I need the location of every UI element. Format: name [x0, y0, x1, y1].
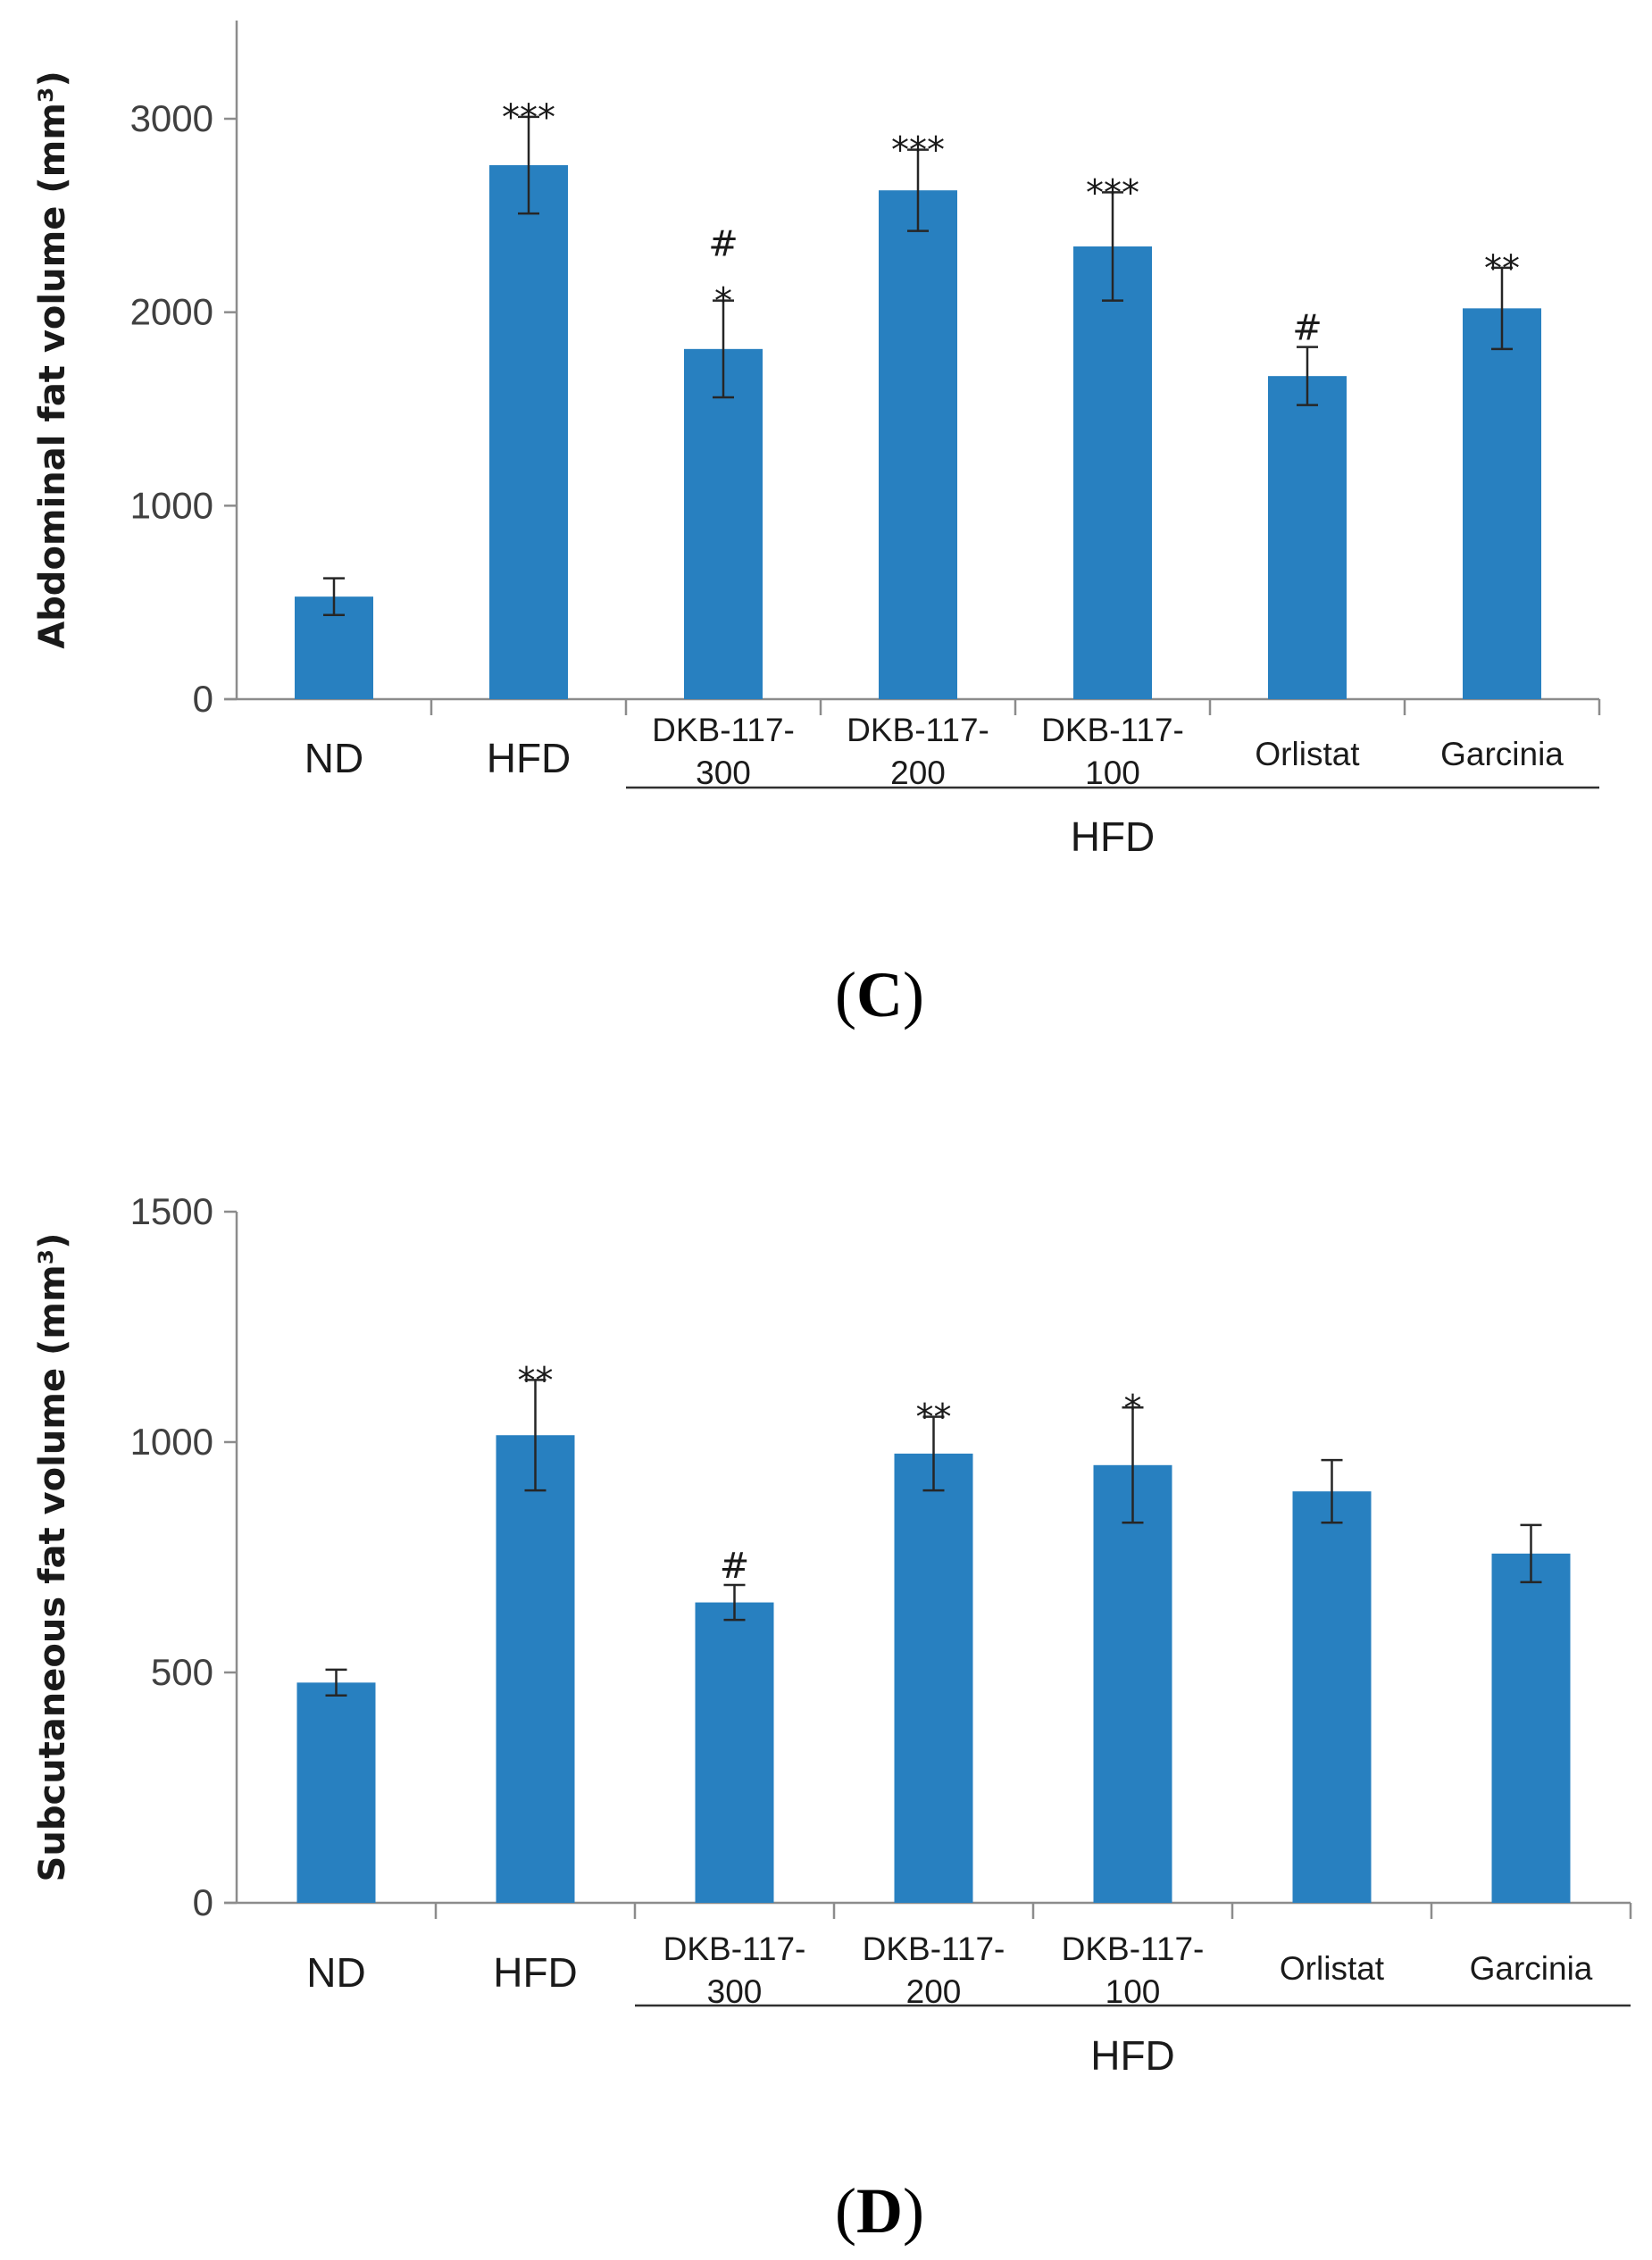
y-axis-title: Subcutaneous fat volume (mm³) — [32, 1233, 73, 1882]
y-tick-label: 0 — [193, 1881, 213, 1923]
significance-label-2: # — [720, 1546, 750, 1587]
category-label-0: ND — [306, 1949, 365, 1996]
category-label-3-line-0: DKB-117- — [863, 1931, 1005, 1967]
bar-2 — [695, 1602, 774, 1903]
category-label-2-line-0: DKB-117- — [663, 1931, 806, 1967]
bar-0 — [296, 1682, 376, 1903]
significance-label-2: * — [714, 281, 732, 322]
panel-label-letter: D — [856, 2175, 903, 2247]
category-label-2-line-0: DKB-117- — [652, 712, 795, 748]
bar-3 — [894, 1453, 973, 1903]
subcutaneous-fat-chart: 0 500 1000 1500 Subcutaneous fat volume (mm³… — [32, 1190, 1632, 2247]
category-label-5: Orlistat — [1280, 1950, 1385, 1987]
category-label-4-line-1: 100 — [1106, 1973, 1161, 2010]
bar-1 — [496, 1435, 575, 1903]
category-label-4-line-1: 100 — [1085, 755, 1140, 791]
panel-label-close: ) — [903, 959, 924, 1030]
panel-label-letter: C — [856, 959, 903, 1030]
bar-4 — [1093, 1464, 1172, 1903]
y-tick-label: 1500 — [130, 1190, 213, 1232]
y-tick-label: 1000 — [130, 1421, 213, 1463]
abdominal-fat-chart: 0 1000 2000 3000 Abdominal fat volume (mm³) N… — [32, 21, 1601, 1030]
category-label-4-line-0: DKB-117- — [1062, 1931, 1205, 1967]
panel-label-open: ( — [835, 959, 856, 1030]
category-label-6: Garcinia — [1440, 736, 1564, 772]
significance-label-2: # — [708, 224, 738, 265]
significance-label-4: * — [1124, 1388, 1142, 1429]
group-label: HFD — [1071, 813, 1156, 860]
bar-1 — [489, 165, 568, 699]
group-label: HFD — [1090, 2032, 1175, 2079]
significance-label-5: # — [1292, 308, 1322, 349]
bar-6 — [1463, 308, 1541, 699]
category-label-4-line-0: DKB-117- — [1041, 712, 1184, 748]
bar-2 — [684, 348, 763, 699]
panel-label-open: ( — [835, 2175, 856, 2247]
y-tick-label: 2000 — [130, 291, 213, 333]
bar-5 — [1292, 1491, 1372, 1903]
significance-label-6: ** — [1484, 248, 1520, 289]
panel-label-close: ) — [903, 2175, 924, 2247]
y-axis-title: Abdominal fat volume (mm³) — [32, 71, 73, 649]
y-tick-label: 1000 — [130, 484, 213, 526]
category-label-2-line-1: 300 — [696, 755, 751, 791]
significance-label-3: *** — [891, 130, 945, 171]
category-label-6: Garcinia — [1470, 1950, 1593, 1987]
category-label-1: HFD — [487, 735, 572, 781]
significance-label-3: ** — [916, 1397, 952, 1439]
category-label-0: ND — [305, 735, 363, 781]
significance-label-1: *** — [502, 97, 555, 138]
category-label-1: HFD — [493, 1949, 578, 1996]
category-label-3-line-0: DKB-117- — [847, 712, 989, 748]
bar-5 — [1268, 376, 1347, 699]
bar-4 — [1073, 246, 1152, 699]
significance-label-4: *** — [1086, 172, 1139, 213]
y-tick-label: 500 — [151, 1651, 213, 1693]
bar-6 — [1491, 1553, 1571, 1903]
category-label-5: Orlistat — [1255, 736, 1360, 772]
bar-3 — [879, 190, 957, 699]
panel-label: (D) — [835, 2175, 924, 2247]
y-tick-label: 0 — [193, 678, 213, 720]
significance-label-1: ** — [518, 1360, 554, 1401]
panel-label: (C) — [835, 959, 924, 1030]
y-tick-label: 3000 — [130, 97, 213, 139]
category-label-3-line-1: 200 — [906, 1973, 962, 2010]
category-label-3-line-1: 200 — [890, 755, 946, 791]
category-label-2-line-1: 300 — [707, 1973, 763, 2010]
